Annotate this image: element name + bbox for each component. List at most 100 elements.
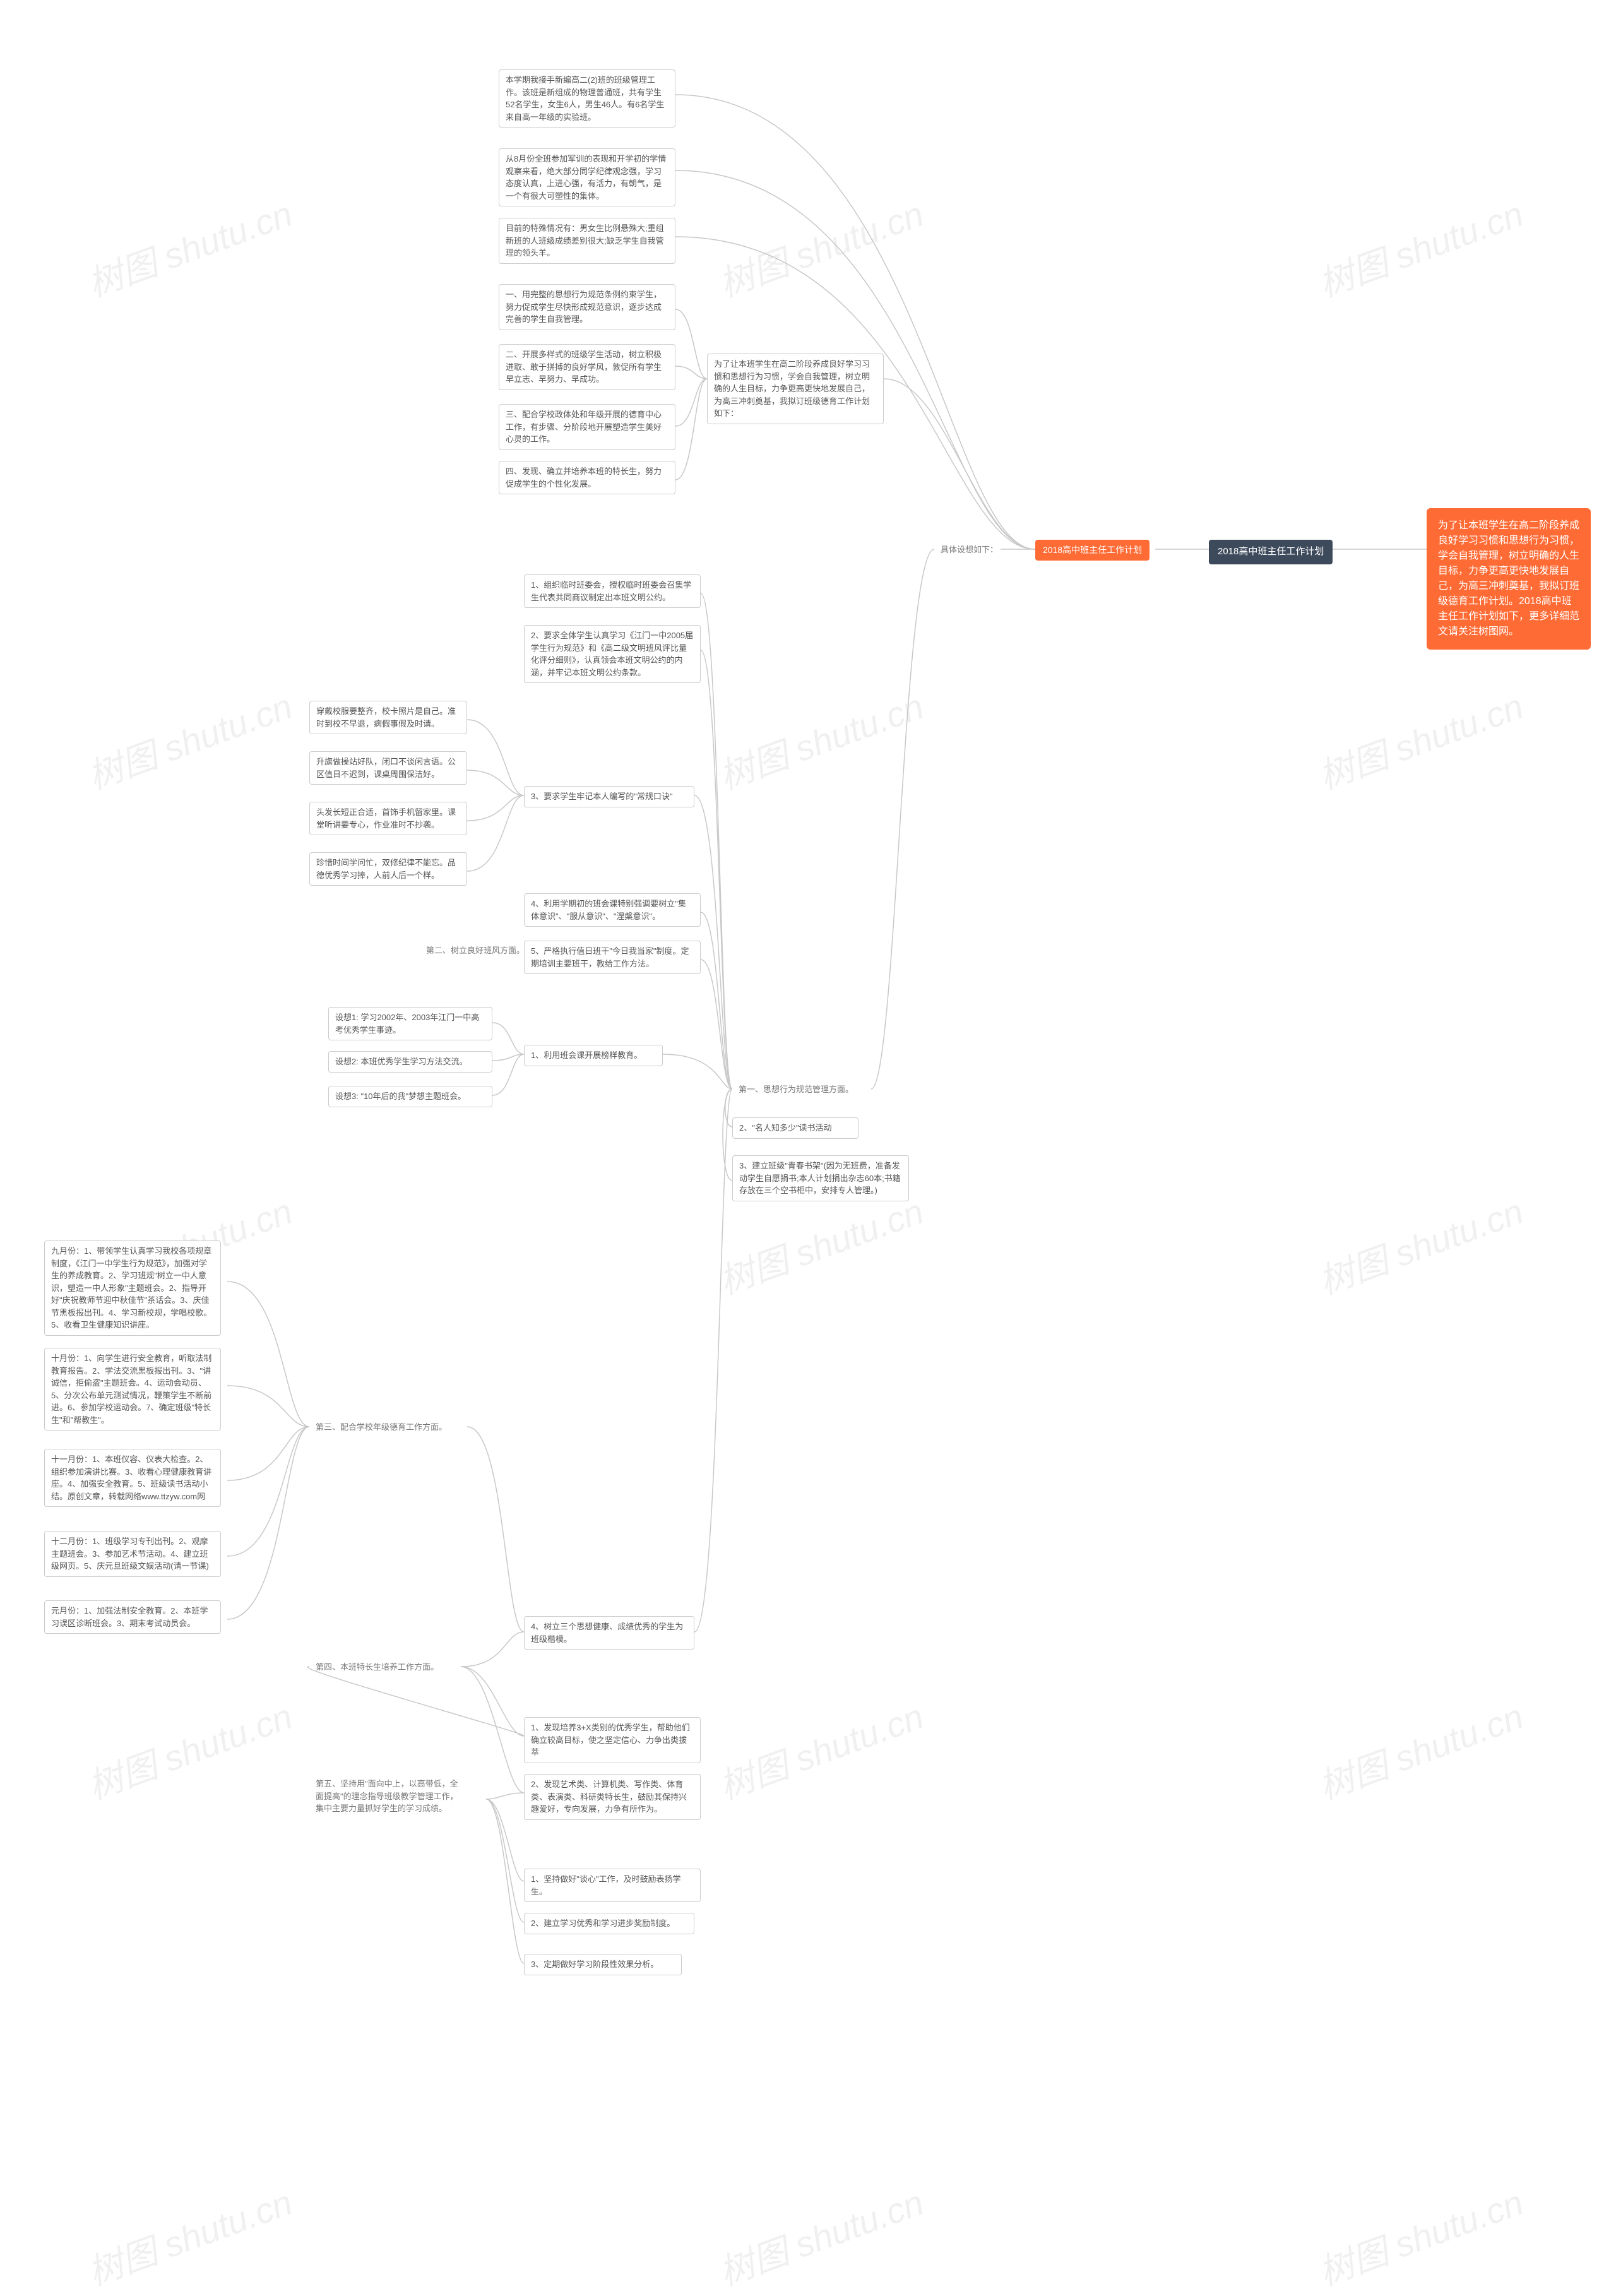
s1-item-4: 4、利用学期初的班会课特别强调要树立"集体意识"、"服从意识"、"涅槃意识"。 bbox=[524, 893, 701, 927]
intro-text: 为了让本班学生在高二阶段养成良好学习习惯和思想行为习惯，学会自我管理，树立明确的… bbox=[714, 359, 870, 418]
s1-sub3-4: 珍惜时间学问忙，双修纪律不能忘。品德优秀学习捧，人前人后一个样。 bbox=[309, 852, 467, 886]
leaf-text: 设想2: 本班优秀学生学习方法交流。 bbox=[335, 1057, 467, 1066]
leaf-text: 珍惜时间学问忙，双修纪律不能忘。品德优秀学习捧，人前人后一个样。 bbox=[316, 858, 456, 880]
s2-item-1: 1、利用班会课开展榜样教育。 bbox=[524, 1045, 663, 1066]
intro-node-3: 目前的特殊情况有：男女生比例悬殊大;重组新班的人班级成绩差别很大;缺乏学生自我管… bbox=[499, 218, 675, 264]
s3-item-4: 十二月份：1、班级学习专刊出刊。2、观摩主题班会。3、参加艺术节活动。4、建立班… bbox=[44, 1531, 221, 1577]
watermark: 树图 shutu.cn bbox=[1310, 2174, 1530, 2295]
leaf-text: 九月份：1、带领学生认真学习我校各项规章制度，《江门一中学生行为规范》，加强对学… bbox=[51, 1246, 211, 1329]
connector-layer bbox=[0, 0, 1616, 2292]
leaf-text: 二、开展多样式的班级学生活动，树立积极进取、敢于拼搏的良好学风，敦促所有学生早立… bbox=[506, 350, 662, 384]
leaf-text: 4、利用学期初的班会课特别强调要树立"集体意识"、"服从意识"、"涅槃意识"。 bbox=[531, 899, 686, 921]
intro-text: 从8月份全班参加军训的表现和开学初的学情观察来看，绝大部分同学纪律观念强，学习态… bbox=[506, 154, 666, 201]
s3-item-3: 十一月份：1、本班仪容、仪表大检查。2、组织参加演讲比赛。3、收看心理健康教育讲… bbox=[44, 1449, 221, 1507]
watermark: 树图 shutu.cn bbox=[711, 2174, 930, 2295]
s2-sub1-1: 设想1: 学习2002年、2003年江门一中高考优秀学生事迹。 bbox=[328, 1007, 492, 1040]
leaf-text: 2、要求全体学生认真学习《江门一中2005届学生行为规范》和《高二级文明班风评比… bbox=[531, 631, 693, 677]
s2-item-3: 3、建立班级"青春书架"(因为无班费，准备发动学生自愿捐书;本人计划捐出杂志60… bbox=[732, 1155, 909, 1201]
center-title: 2018高中班主任工作计划 bbox=[1209, 540, 1333, 564]
watermark: 树图 shutu.cn bbox=[1310, 1183, 1530, 1304]
root-text: 为了让本班学生在高二阶段养成良好学习习惯和思想行为习惯，学会自我管理，树立明确的… bbox=[1438, 520, 1579, 637]
leaf-text: 三、配合学校政体处和年级开展的德育中心工作，有步骤、分阶段地开展塑造学生美好心灵… bbox=[506, 410, 662, 444]
s1-item-2: 2、要求全体学生认真学习《江门一中2005届学生行为规范》和《高二级文明班风评比… bbox=[524, 625, 701, 683]
jt-text: 具体设想如下： bbox=[941, 545, 998, 554]
intro-node-2: 从8月份全班参加军训的表现和开学初的学情观察来看，绝大部分同学纪律观念强，学习态… bbox=[499, 148, 675, 206]
section-5: 第五、坚持用"面向中上，以高带低，全面提高"的理念指导班级教学管理工作，集中主要… bbox=[309, 1774, 467, 1819]
watermark: 树图 shutu.cn bbox=[80, 1688, 299, 1809]
intro-sub-4: 四、发现、确立并培养本班的特长生，努力促成学生的个性化发展。 bbox=[499, 461, 675, 494]
s5-item-2: 2、建立学习优秀和学习进步奖励制度。 bbox=[524, 1913, 694, 1934]
intro-text: 本学期我接手新编高二(2)班的班级管理工作。该班是新组成的物理普通班，共有学生5… bbox=[506, 75, 664, 122]
leaf-text: 十一月份：1、本班仪容、仪表大检查。2、组织参加演讲比赛。3、收看心理健康教育讲… bbox=[51, 1454, 211, 1501]
leaf-text: 十月份：1、向学生进行安全教育，听取法制教育报告。2、学法交流黑板报出刊。3、"… bbox=[51, 1353, 211, 1425]
leaf-text: 1、组织临时班委会，授权临时班委会召集学生代表共同商议制定出本班文明公约。 bbox=[531, 580, 691, 602]
watermark: 树图 shutu.cn bbox=[80, 186, 299, 307]
leaf-text: 穿戴校服要整齐，校卡照片是自己。准时到校不早退，病假事假及时请。 bbox=[316, 706, 456, 729]
s1-item-5: 5、严格执行值日班干"今日我当家"制度。定期培训主要班干，教给工作方法。 bbox=[524, 941, 701, 974]
s3-item-1: 九月份：1、带领学生认真学习我校各项规章制度，《江门一中学生行为规范》，加强对学… bbox=[44, 1240, 221, 1336]
s5-item-3: 3、定期做好学习阶段性效果分析。 bbox=[524, 1954, 682, 1975]
leaf-text: 3、定期做好学习阶段性效果分析。 bbox=[531, 1960, 658, 1969]
leaf-text: 四、发现、确立并培养本班的特长生，努力促成学生的个性化发展。 bbox=[506, 467, 662, 489]
section-label: 第四、本班特长生培养工作方面。 bbox=[316, 1662, 439, 1672]
s5-item-1: 1、坚持做好"谈心"工作，及时鼓励表扬学生。 bbox=[524, 1869, 701, 1902]
s3-item-5: 元月份：1、加强法制安全教育。2、本班学习误区诊断班会。3、期末考试动员会。 bbox=[44, 1600, 221, 1634]
section-label: 第一、思想行为规范管理方面。 bbox=[739, 1085, 853, 1094]
center-title-2: 2018高中班主任工作计划 bbox=[1035, 540, 1150, 561]
leaf-text: 1、发现培养3+X类别的优秀学生，帮助他们确立较高目标，使之坚定信心、力争出类拔… bbox=[531, 1723, 690, 1757]
leaf-text: 2、"名人知多少"读书活动 bbox=[739, 1123, 831, 1133]
s1-item-1: 1、组织临时班委会，授权临时班委会召集学生代表共同商议制定出本班文明公约。 bbox=[524, 574, 701, 608]
leaf-text: 升旗做操站好队，闭口不谈闲言语。公区值日不迟到，课桌周围保洁好。 bbox=[316, 757, 456, 779]
leaf-text: 3、要求学生牢记本人编写的"常规口诀" bbox=[531, 792, 672, 801]
s1-item-3: 3、要求学生牢记本人编写的"常规口诀" bbox=[524, 786, 694, 807]
s4-item-2: 2、发现艺术类、计算机类、写作类、体育类、表演类、科研类特长生，鼓励其保持兴趣爱… bbox=[524, 1774, 701, 1820]
leaf-text: 5、严格执行值日班干"今日我当家"制度。定期培训主要班干，教给工作方法。 bbox=[531, 946, 689, 968]
intro-text: 目前的特殊情况有：男女生比例悬殊大;重组新班的人班级成绩差别很大;缺乏学生自我管… bbox=[506, 223, 664, 258]
intro-sub-2: 二、开展多样式的班级学生活动，树立积极进取、敢于拼搏的良好学风，敦促所有学生早立… bbox=[499, 344, 675, 390]
intro-node-4: 为了让本班学生在高二阶段养成良好学习习惯和思想行为习惯，学会自我管理，树立明确的… bbox=[707, 354, 884, 424]
section-label: 第五、坚持用"面向中上，以高带低，全面提高"的理念指导班级教学管理工作，集中主要… bbox=[316, 1779, 458, 1813]
leaf-text: 1、坚持做好"谈心"工作，及时鼓励表扬学生。 bbox=[531, 1874, 680, 1896]
root-node: 为了让本班学生在高二阶段养成良好学习习惯和思想行为习惯，学会自我管理，树立明确的… bbox=[1427, 508, 1591, 650]
section-2: 第二、树立良好班风方面。 bbox=[420, 941, 540, 961]
leaf-text: 设想1: 学习2002年、2003年江门一中高考优秀学生事迹。 bbox=[335, 1013, 479, 1035]
s2-sub1-3: 设想3: "10年后的我"梦想主题班会。 bbox=[328, 1086, 492, 1107]
s3-item-2: 十月份：1、向学生进行安全教育，听取法制教育报告。2、学法交流黑板报出刊。3、"… bbox=[44, 1348, 221, 1431]
section-label: 第二、树立良好班风方面。 bbox=[426, 946, 525, 955]
leaf-text: 2、发现艺术类、计算机类、写作类、体育类、表演类、科研类特长生，鼓励其保持兴趣爱… bbox=[531, 1780, 687, 1814]
s2-sub1-2: 设想2: 本班优秀学生学习方法交流。 bbox=[328, 1051, 492, 1073]
leaf-text: 2、建立学习优秀和学习进步奖励制度。 bbox=[531, 1918, 675, 1928]
watermark: 树图 shutu.cn bbox=[1310, 1688, 1530, 1809]
s1-sub3-3: 头发长短正合适，首饰手机留家里。课堂听讲要专心，作业准时不抄袭。 bbox=[309, 802, 467, 835]
watermark: 树图 shutu.cn bbox=[1310, 678, 1530, 799]
leaf-text: 元月份：1、加强法制安全教育。2、本班学习误区诊断班会。3、期末考试动员会。 bbox=[51, 1606, 208, 1628]
leaf-text: 3、建立班级"青春书架"(因为无班费，准备发动学生自愿捐书;本人计划捐出杂志60… bbox=[739, 1161, 901, 1195]
section-1: 第一、思想行为规范管理方面。 bbox=[732, 1080, 871, 1100]
leaf-text: 十二月份：1、班级学习专刊出刊。2、观摩主题班会。3、参加艺术节活动。4、建立班… bbox=[51, 1537, 209, 1571]
watermark: 树图 shutu.cn bbox=[1310, 186, 1530, 307]
leaf-text: 一、用完整的思想行为规范条例约束学生，努力促成学生尽快形成规范意识，逐步达成完善… bbox=[506, 290, 662, 324]
s2-item-4: 4、树立三个思想健康、成绩优秀的学生为班级楷模。 bbox=[524, 1616, 694, 1650]
watermark: 树图 shutu.cn bbox=[80, 678, 299, 799]
section-4: 第四、本班特长生培养工作方面。 bbox=[309, 1657, 461, 1677]
leaf-text: 头发长短正合适，首饰手机留家里。课堂听讲要专心，作业准时不抄袭。 bbox=[316, 807, 456, 830]
leaf-text: 4、树立三个思想健康、成绩优秀的学生为班级楷模。 bbox=[531, 1622, 683, 1644]
center-title-text: 2018高中班主任工作计划 bbox=[1218, 546, 1324, 557]
s1-sub3-1: 穿戴校服要整齐，校卡照片是自己。准时到校不早退，病假事假及时请。 bbox=[309, 701, 467, 734]
s2-item-2: 2、"名人知多少"读书活动 bbox=[732, 1117, 858, 1139]
intro-sub-1: 一、用完整的思想行为规范条例约束学生，努力促成学生尽快形成规范意识，逐步达成完善… bbox=[499, 284, 675, 330]
section-3: 第三、配合学校年级德育工作方面。 bbox=[309, 1417, 467, 1437]
leaf-text: 1、利用班会课开展榜样教育。 bbox=[531, 1050, 642, 1060]
s4-item-1: 1、发现培养3+X类别的优秀学生，帮助他们确立较高目标，使之坚定信心、力争出类拔… bbox=[524, 1717, 701, 1763]
center-title-2-text: 2018高中班主任工作计划 bbox=[1043, 545, 1142, 555]
intro-sub-3: 三、配合学校政体处和年级开展的德育中心工作，有步骤、分阶段地开展塑造学生美好心灵… bbox=[499, 404, 675, 450]
section-label: 第三、配合学校年级德育工作方面。 bbox=[316, 1422, 447, 1432]
watermark: 树图 shutu.cn bbox=[711, 1183, 930, 1304]
watermark: 树图 shutu.cn bbox=[80, 2174, 299, 2295]
intro-node-1: 本学期我接手新编高二(2)班的班级管理工作。该班是新组成的物理普通班，共有学生5… bbox=[499, 69, 675, 128]
jt-node: 具体设想如下： bbox=[934, 540, 1004, 560]
watermark: 树图 shutu.cn bbox=[711, 678, 930, 799]
watermark: 树图 shutu.cn bbox=[711, 186, 930, 307]
s1-sub3-2: 升旗做操站好队，闭口不谈闲言语。公区值日不迟到，课桌周围保洁好。 bbox=[309, 751, 467, 785]
leaf-text: 设想3: "10年后的我"梦想主题班会。 bbox=[335, 1091, 466, 1101]
